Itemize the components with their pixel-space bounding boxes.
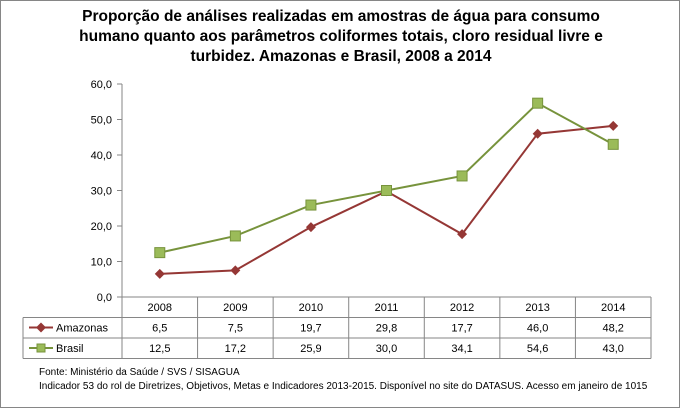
y-tick-label: 40,0 [91, 150, 112, 162]
data-point [532, 128, 543, 139]
data-label: 7,5 [228, 323, 243, 335]
data-label: 12,5 [149, 343, 170, 355]
legend-diamond-marker [36, 322, 46, 333]
data-point [532, 97, 544, 109]
data-label: 34,1 [451, 343, 472, 355]
footer-note: Indicador 53 do rol de Diretrizes, Objet… [39, 381, 648, 392]
y-tick-label: 30,0 [91, 186, 112, 198]
data-point [608, 120, 619, 131]
data-label: 30,0 [376, 343, 397, 355]
footer-source: Fonte: Ministério da Saúde / SVS / SISAG… [39, 367, 240, 378]
y-tick-label: 0,0 [97, 292, 112, 304]
data-point [305, 199, 317, 211]
data-point [457, 229, 468, 240]
data-point [381, 185, 392, 196]
y-tick-label: 10,0 [91, 257, 112, 269]
data-point [607, 138, 619, 150]
data-label: 17,2 [225, 343, 246, 355]
data-label: 54,6 [527, 343, 548, 355]
x-category-label: 2008 [148, 302, 172, 314]
data-point [229, 230, 241, 242]
series-line-brasil [159, 101, 614, 254]
series-line-amazonas [159, 124, 614, 275]
data-label: 43,0 [603, 343, 624, 355]
data-point [305, 222, 316, 233]
x-category-label: 2010 [299, 302, 323, 314]
x-category-label: 2014 [601, 302, 625, 314]
data-label: 6,5 [152, 323, 167, 335]
legend-label-amazonas: Amazonas [56, 323, 108, 335]
y-tick-label: 60,0 [91, 79, 112, 91]
data-label: 19,7 [300, 323, 321, 335]
data-point [230, 265, 241, 276]
x-category-label: 2013 [525, 302, 549, 314]
data-label: 46,0 [527, 323, 548, 335]
data-label: 29,8 [376, 323, 397, 335]
y-tick-label: 50,0 [91, 115, 112, 127]
legend-square-marker [36, 343, 46, 353]
x-category-label: 2009 [223, 302, 247, 314]
data-label: 48,2 [603, 323, 624, 335]
data-label: 17,7 [451, 323, 472, 335]
y-tick-label: 20,0 [91, 221, 112, 233]
legend-label-brasil: Brasil [56, 343, 84, 355]
data-point [154, 247, 166, 259]
data-point [154, 268, 165, 279]
data-point [456, 170, 468, 182]
chart-title: Proporção de análises realizadas em amos… [79, 8, 603, 65]
data-label: 25,9 [300, 343, 321, 355]
x-category-label: 2012 [450, 302, 474, 314]
x-category-label: 2011 [375, 302, 399, 314]
